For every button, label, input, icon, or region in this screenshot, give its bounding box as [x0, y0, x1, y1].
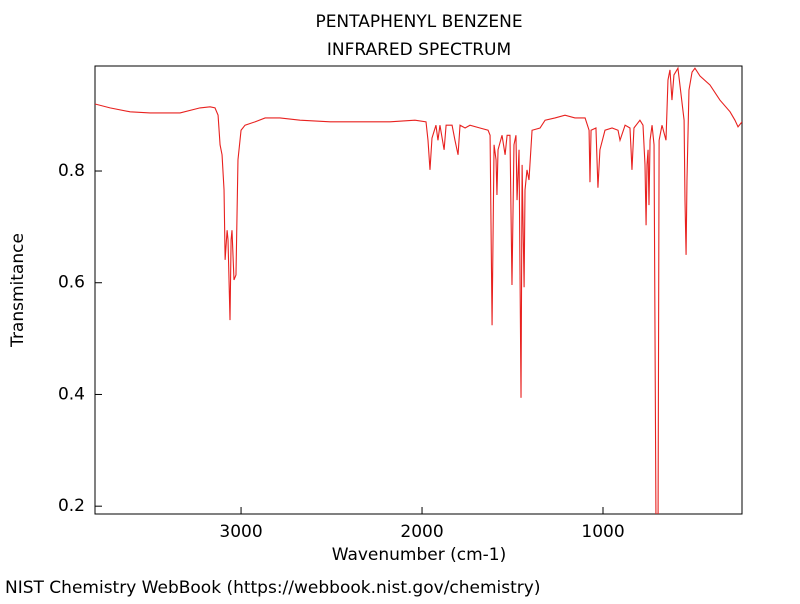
source-credit: NIST Chemistry WebBook (https://webbook.…: [5, 578, 540, 598]
x-tick-label: 1000: [581, 522, 624, 542]
y-tick-label: 0.2: [58, 496, 85, 516]
x-axis-label: Wavenumber (cm-1): [332, 545, 507, 565]
spectrum-line: [95, 66, 742, 514]
y-tick-label: 0.6: [58, 273, 85, 293]
x-tick-label: 2000: [400, 522, 443, 542]
plot-frame: [94, 65, 743, 515]
x-tick-label: 3000: [219, 522, 262, 542]
y-tick-label: 0.8: [58, 161, 85, 181]
chart-title: PENTAPHENYL BENZENE: [315, 12, 522, 32]
y-tick-label: 0.4: [58, 384, 85, 404]
chart-subtitle: INFRARED SPECTRUM: [327, 40, 511, 60]
y-axis-label: Transmitance: [8, 233, 28, 348]
